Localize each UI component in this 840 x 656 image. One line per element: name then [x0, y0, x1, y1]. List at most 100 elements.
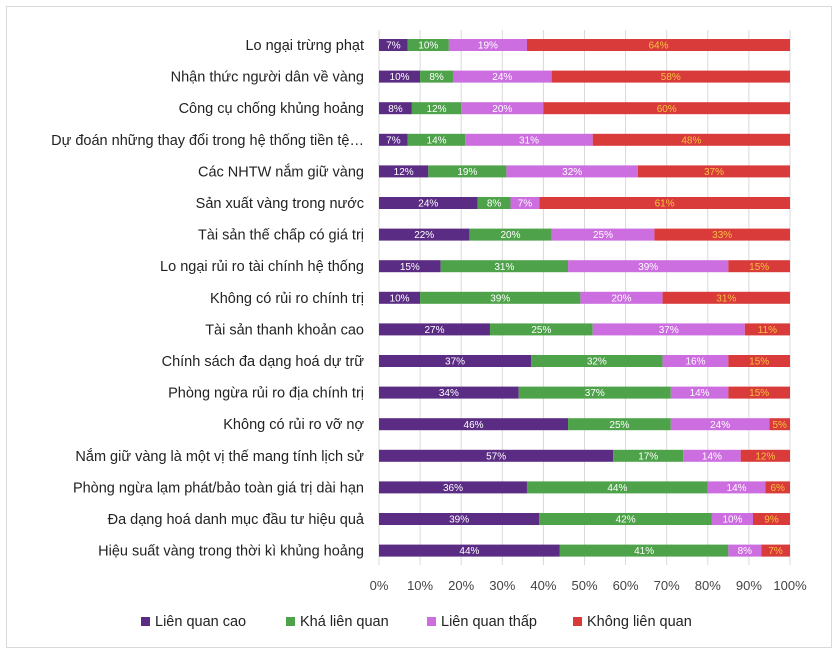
bar-segment	[518, 386, 671, 399]
category-label: Lo ngại trừng phạt	[245, 38, 364, 54]
legend-item: Khá liên quan	[286, 614, 389, 630]
legend-label: Khá liên quan	[300, 614, 389, 630]
data-label: 20%	[611, 293, 631, 304]
bar-segment	[379, 133, 408, 146]
data-label: 19%	[457, 167, 477, 178]
data-label: 7%	[518, 199, 533, 210]
bar-segment	[740, 449, 790, 462]
bar-segment	[477, 197, 511, 209]
data-label: 36%	[443, 483, 463, 494]
data-label: 44%	[607, 483, 627, 494]
category-label: Nắm giữ vàng là một vị thế mang tính lịc…	[75, 448, 364, 465]
legend-label: Không liên quan	[587, 614, 692, 630]
bar-segment	[379, 481, 527, 494]
data-label: 34%	[439, 388, 459, 399]
category-label: Không có rủi ro chính trị	[210, 291, 364, 307]
data-label: 11%	[758, 325, 777, 336]
bar-segment	[379, 197, 478, 209]
category-label: Không có rủi ro vỡ nợ	[223, 417, 364, 433]
data-label: 64%	[648, 41, 668, 52]
data-label: 24%	[710, 420, 730, 431]
bar-segment	[379, 323, 490, 336]
data-label: 19%	[478, 41, 498, 52]
bar-segment	[728, 544, 762, 557]
data-label: 14%	[727, 483, 747, 494]
bar-segment	[379, 260, 441, 273]
data-label: 9%	[764, 515, 779, 526]
data-label: 12%	[755, 451, 775, 462]
data-label: 10%	[722, 515, 742, 526]
bar-segment	[592, 323, 745, 336]
data-label: 60%	[657, 104, 677, 115]
bar-segment	[707, 481, 766, 494]
data-label: 37%	[704, 167, 724, 178]
data-label: 61%	[655, 199, 675, 210]
legend-item: Không liên quan	[573, 614, 692, 630]
data-label: 41%	[634, 546, 654, 557]
data-label: 31%	[716, 293, 736, 304]
bar-segment	[379, 291, 421, 304]
x-tick-label: 100%	[773, 578, 807, 593]
bar-segment	[568, 418, 671, 431]
legend-swatch	[286, 617, 295, 626]
bar-segment	[461, 102, 544, 115]
category-label: Công cụ chống khủng hoảng	[179, 101, 364, 117]
legend-swatch	[141, 617, 150, 626]
bar-segment	[654, 228, 790, 241]
x-tick-label: 10%	[407, 578, 433, 593]
bar-segment	[469, 228, 552, 241]
category-label: Phòng ngừa rủi ro địa chính trị	[168, 386, 364, 402]
data-label: 10%	[390, 293, 410, 304]
x-axis-ticks: 0% 10% 20% 30% 40% 50% 60% 70% 80% 90% 100%	[370, 578, 807, 593]
bar-segment	[531, 355, 663, 367]
bar-segment	[670, 418, 770, 431]
bar-segment	[551, 228, 655, 241]
x-tick-label: 50%	[571, 578, 597, 593]
data-label: 16%	[685, 357, 705, 368]
data-label: 10%	[418, 41, 438, 52]
legend: Liên quan cao Khá liên quan Liên quan thấp…	[141, 614, 692, 630]
data-label: 8%	[487, 199, 502, 210]
data-label: 17%	[638, 451, 658, 462]
bar-segment	[420, 70, 453, 83]
data-label: 39%	[449, 515, 469, 526]
data-label: 12%	[394, 167, 414, 178]
category-label: Tài sản thanh khoản cao	[205, 322, 364, 338]
bar-segment	[428, 165, 507, 178]
bar-segment	[753, 513, 790, 525]
legend-item: Liên quan thấp	[427, 614, 537, 630]
data-label: 25%	[609, 420, 629, 431]
legend-label: Liên quan thấp	[441, 614, 537, 630]
x-tick-label: 40%	[530, 578, 556, 593]
bar-segment	[543, 102, 790, 115]
data-label: 48%	[681, 135, 701, 146]
data-label: 37%	[585, 388, 605, 399]
bar-segment	[379, 165, 429, 178]
bars: 7% 10% 19% 64% 10% 8% 24% 58% 8% 12% 20% 60% 7% 14% 31…	[379, 39, 790, 557]
data-label: 58%	[661, 72, 681, 83]
bar-segment	[379, 102, 412, 115]
bar-segment	[662, 355, 729, 367]
bar-segment	[539, 197, 790, 209]
category-label: Lo ngại rủi ro tài chính hệ thống	[160, 259, 364, 275]
legend-swatch	[573, 617, 582, 626]
x-tick-label: 90%	[736, 578, 762, 593]
bar-segment	[637, 165, 790, 178]
bar-segment	[728, 260, 790, 273]
data-label: 15%	[749, 357, 769, 368]
legend-label: Liên quan cao	[155, 614, 246, 630]
data-label: 8%	[738, 546, 753, 557]
legend-item: Liên quan cao	[141, 614, 246, 630]
bar-segment	[539, 513, 712, 525]
bar-segment	[711, 513, 754, 525]
bar-segment	[379, 544, 560, 557]
category-label: Các NHTW nắm giữ vàng	[198, 163, 364, 180]
bar-segment	[744, 323, 790, 336]
bar-segment	[379, 228, 470, 241]
data-label: 5%	[772, 420, 787, 431]
x-tick-label: 0%	[370, 578, 389, 593]
data-label: 27%	[424, 325, 444, 336]
data-label: 8%	[429, 72, 444, 83]
bar-segment	[448, 39, 527, 51]
